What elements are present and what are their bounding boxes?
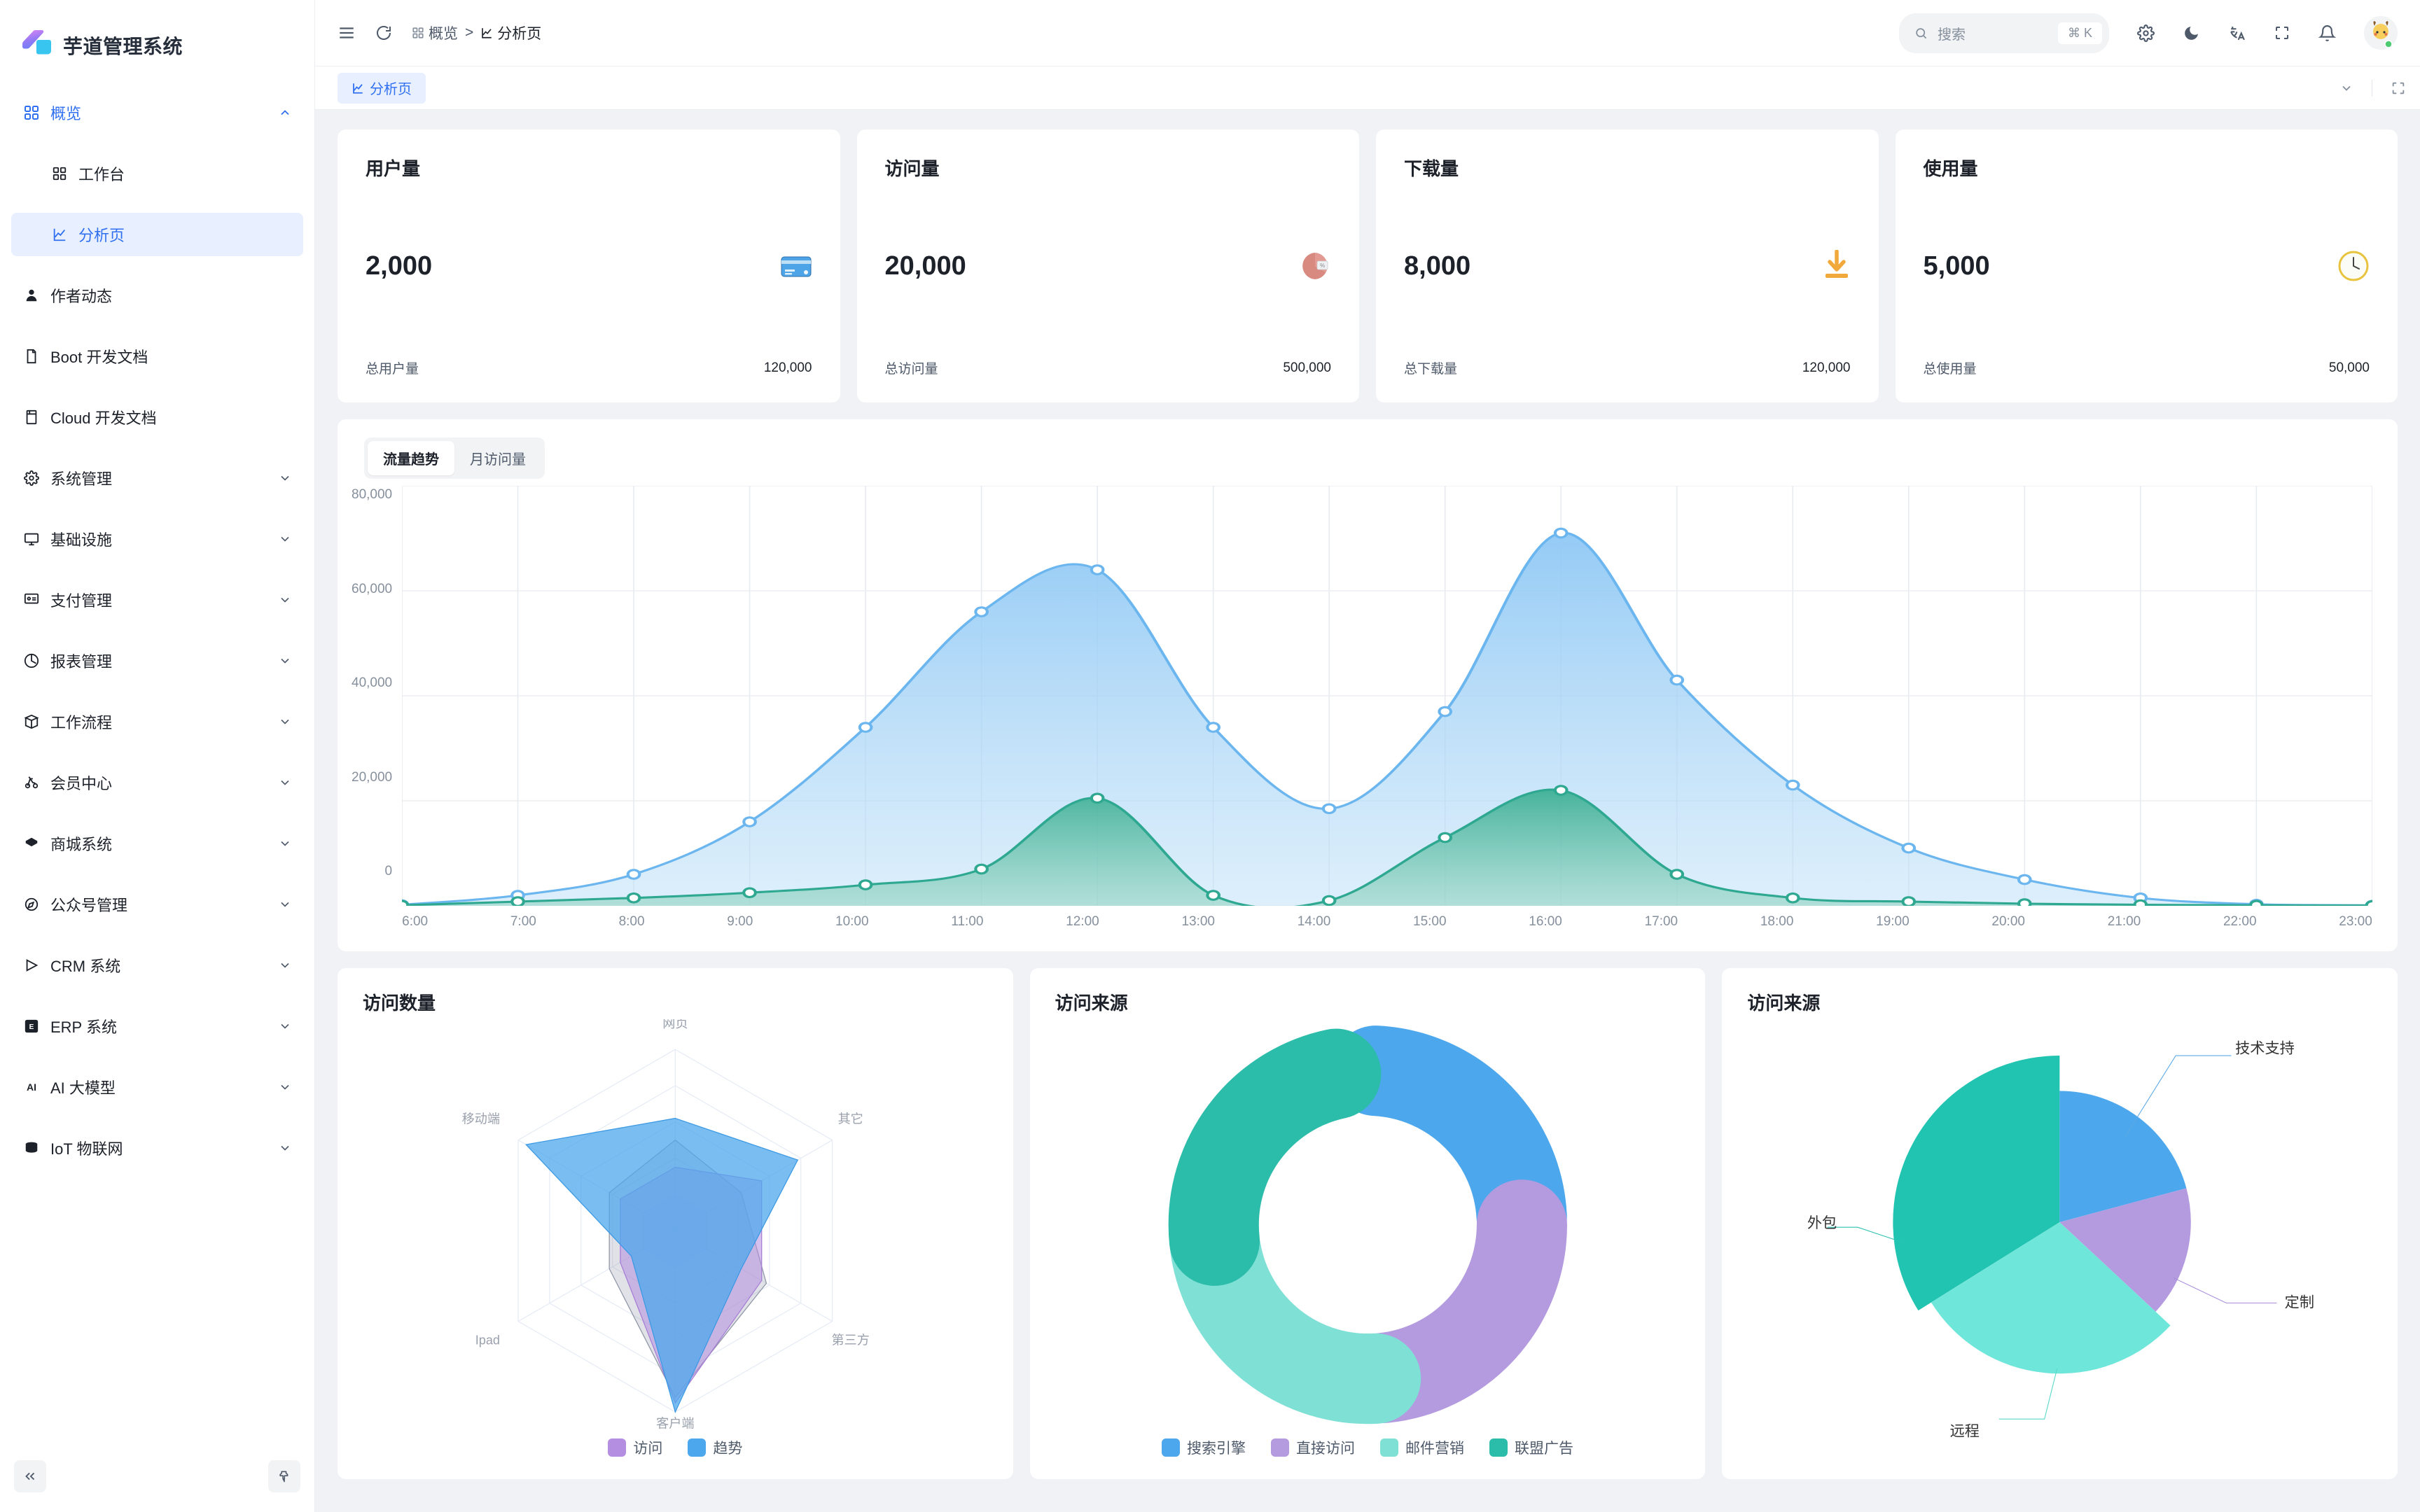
- svg-text:客户端: 客户端: [656, 1417, 694, 1430]
- svg-text:%: %: [1320, 262, 1325, 269]
- svg-text:其它: 其它: [838, 1112, 863, 1126]
- svg-text:技术支持: 技术支持: [2235, 1040, 2295, 1057]
- svg-text:远程: 远程: [1950, 1423, 1980, 1440]
- svg-text:Ipad: Ipad: [475, 1333, 500, 1347]
- svg-text:外包: 外包: [1807, 1214, 1837, 1231]
- svg-text:E: E: [29, 1023, 34, 1031]
- svg-text:第三方: 第三方: [832, 1333, 870, 1347]
- svg-text:移动端: 移动端: [462, 1112, 500, 1126]
- svg-text:定制: 定制: [2285, 1294, 2314, 1310]
- svg-text:网页: 网页: [662, 1019, 688, 1030]
